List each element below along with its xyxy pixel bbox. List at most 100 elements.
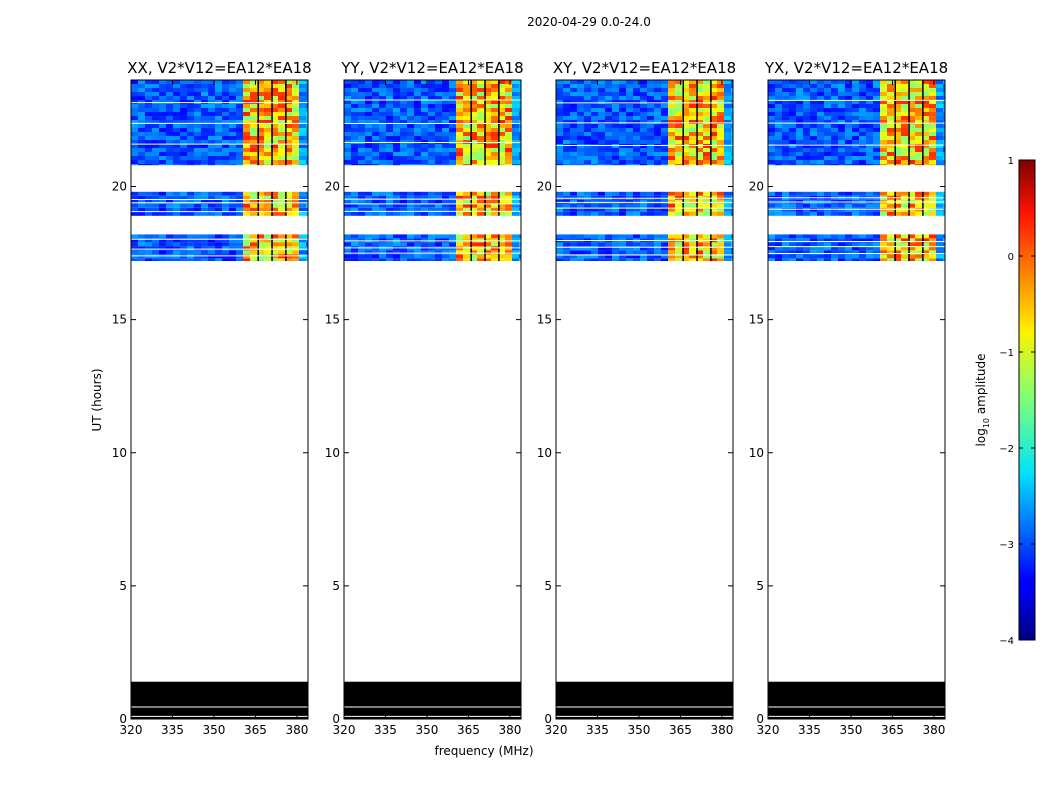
heatmap-cell	[866, 238, 873, 243]
heatmap-cell	[612, 148, 619, 152]
heatmap-cell	[166, 156, 173, 160]
heatmap-cell	[675, 160, 682, 164]
heatmap-cell	[845, 120, 852, 124]
heatmap-cell	[379, 246, 386, 251]
heatmap-cell	[208, 250, 215, 255]
heatmap-cell	[838, 258, 845, 261]
colorbar-gradient	[1018, 159, 1036, 641]
y-tick-label: 15	[325, 313, 340, 327]
heatmap-cell	[775, 132, 782, 136]
heatmap-cell	[782, 120, 789, 124]
heatmap-cell	[379, 258, 386, 261]
heatmap-cell	[243, 100, 250, 104]
heatmap-cell	[187, 104, 194, 108]
heatmap-cell	[873, 203, 880, 208]
heatmap-cell	[264, 128, 271, 132]
heatmap-cell	[789, 246, 796, 251]
heatmap-cell	[344, 148, 351, 152]
heatmap-cell	[922, 164, 929, 166]
heatmap-cell	[456, 254, 463, 259]
heatmap-cell	[407, 246, 414, 251]
heatmap-cell	[201, 234, 208, 239]
heatmap-cell	[661, 258, 668, 261]
heatmap-cell	[598, 132, 605, 136]
heatmap-cell	[703, 152, 710, 156]
heatmap-cell	[943, 136, 945, 140]
heatmap-cell	[633, 211, 640, 216]
heatmap-cell	[901, 246, 908, 251]
heatmap-cell	[229, 148, 236, 152]
heatmap-cell	[943, 234, 945, 239]
heatmap-cell	[519, 80, 521, 84]
heatmap-cell	[682, 148, 689, 152]
heatmap-cell	[173, 242, 180, 247]
heatmap-cell	[654, 156, 661, 160]
heatmap-cell	[421, 258, 428, 261]
heatmap-cell	[470, 156, 477, 160]
heatmap-cell	[859, 156, 866, 160]
heatmap-cell	[577, 124, 584, 128]
heatmap-cell	[442, 234, 449, 239]
x-tick-label: 320	[545, 723, 568, 737]
heatmap-cell	[456, 207, 463, 212]
heatmap-cell	[187, 211, 194, 216]
heatmap-cell	[859, 96, 866, 100]
heatmap-cell	[626, 160, 633, 164]
heatmap-cell	[845, 92, 852, 96]
heatmap-cell	[824, 191, 831, 196]
heatmap-cell	[306, 250, 308, 255]
heatmap-cell	[908, 160, 915, 164]
heatmap-cell	[724, 136, 731, 140]
heatmap-cell	[414, 207, 421, 212]
heatmap-cell	[421, 144, 428, 148]
heatmap-cell	[703, 92, 710, 96]
heatmap-cell	[591, 191, 598, 196]
heatmap-cell	[901, 144, 908, 148]
heatmap-cell	[365, 254, 372, 259]
heatmap-cell	[789, 144, 796, 148]
heatmap-block	[768, 234, 945, 262]
heatmap-cell	[505, 120, 512, 124]
heatmap-cell	[915, 96, 922, 100]
colorbar-tick-label: −2	[999, 444, 1014, 455]
heatmap-cell	[449, 156, 456, 160]
y-tick-label: 0	[756, 712, 764, 726]
heatmap-cell	[873, 88, 880, 92]
heatmap-cell	[647, 104, 654, 108]
heatmap-cell	[598, 246, 605, 251]
heatmap-cell	[449, 104, 456, 108]
heatmap-cell	[344, 242, 351, 247]
heatmap-cell	[505, 84, 512, 88]
heatmap-cell	[386, 128, 393, 132]
heatmap-cell	[257, 124, 264, 128]
heatmap-cell	[358, 254, 365, 259]
heatmap-cell	[789, 80, 796, 84]
heatmap-cell	[661, 156, 668, 160]
heatmap-cell	[810, 258, 817, 261]
heatmap-cell	[873, 238, 880, 243]
heatmap-cell	[852, 242, 859, 247]
heatmap-cell	[372, 156, 379, 160]
heatmap-cell	[358, 132, 365, 136]
heatmap-cell	[187, 246, 194, 251]
heatmap-cell	[351, 164, 358, 166]
heatmap-cell	[717, 234, 724, 239]
heatmap-cell	[477, 211, 484, 216]
heatmap-cell	[591, 234, 598, 239]
heatmap-block	[556, 80, 733, 166]
heatmap-cell	[222, 144, 229, 148]
heatmap-cell	[831, 203, 838, 208]
heatmap-cell	[470, 124, 477, 128]
heatmap-cell	[264, 144, 271, 148]
heatmap-cell	[654, 132, 661, 136]
heatmap-cell	[605, 164, 612, 166]
heatmap-cell	[894, 164, 901, 166]
heatmap-cell	[915, 254, 922, 259]
heatmap-cell	[647, 92, 654, 96]
heatmap-cell	[577, 246, 584, 251]
heatmap-cell	[789, 104, 796, 108]
heatmap-cell	[887, 238, 894, 243]
heatmap-cell	[577, 160, 584, 164]
heatmap-cell	[456, 258, 463, 261]
heatmap-cell	[696, 156, 703, 160]
